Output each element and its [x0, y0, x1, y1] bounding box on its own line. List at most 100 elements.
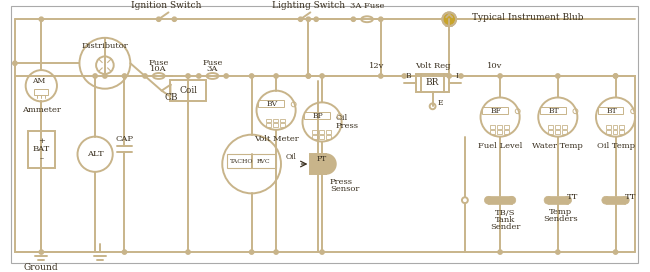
Text: Oil: Oil: [285, 153, 296, 161]
Circle shape: [122, 74, 127, 78]
Circle shape: [250, 74, 254, 78]
Text: +: +: [38, 137, 45, 144]
Bar: [612, 125, 618, 129]
Text: 12v: 12v: [369, 62, 385, 70]
Text: Fuel Level: Fuel Level: [478, 141, 523, 150]
Circle shape: [320, 250, 324, 254]
Circle shape: [508, 196, 515, 204]
Circle shape: [274, 250, 278, 254]
Circle shape: [556, 250, 560, 254]
Bar: [273, 123, 278, 127]
Bar: [319, 130, 324, 134]
Text: Senders: Senders: [543, 215, 578, 223]
Bar: [619, 130, 625, 134]
Bar: [416, 74, 449, 92]
Bar: [280, 119, 285, 122]
Circle shape: [459, 74, 463, 78]
Text: BT: BT: [549, 107, 559, 115]
Circle shape: [143, 74, 147, 78]
Text: Water Temp: Water Temp: [532, 141, 583, 150]
Circle shape: [122, 250, 127, 254]
Bar: [548, 130, 553, 134]
Text: Distributor: Distributor: [81, 42, 128, 50]
Circle shape: [186, 74, 190, 78]
Circle shape: [402, 74, 406, 78]
Circle shape: [498, 74, 502, 78]
Text: BR: BR: [426, 78, 439, 87]
Text: AM: AM: [32, 77, 45, 85]
Bar: [304, 112, 330, 119]
Circle shape: [484, 196, 492, 204]
Circle shape: [197, 74, 201, 78]
Circle shape: [447, 74, 451, 78]
Circle shape: [306, 74, 311, 78]
Bar: [606, 196, 625, 204]
Bar: [312, 135, 317, 138]
Text: Sender: Sender: [490, 222, 520, 231]
Bar: [606, 125, 610, 129]
Text: TACHO: TACHO: [230, 159, 254, 163]
Text: PT: PT: [317, 155, 327, 163]
Bar: [548, 125, 553, 129]
Circle shape: [13, 61, 17, 65]
Circle shape: [39, 17, 44, 21]
Text: CB: CB: [164, 93, 178, 102]
Bar: [266, 119, 271, 122]
Text: BP: BP: [313, 112, 324, 120]
Circle shape: [93, 74, 98, 78]
Circle shape: [314, 17, 318, 21]
Circle shape: [316, 154, 336, 174]
Bar: [326, 130, 331, 134]
Bar: [619, 125, 625, 129]
Bar: [548, 196, 567, 204]
Text: –: –: [39, 154, 44, 162]
Text: TB/S: TB/S: [495, 209, 515, 217]
Text: Fuse: Fuse: [202, 59, 223, 67]
Circle shape: [564, 196, 571, 204]
Text: TT: TT: [625, 193, 636, 201]
Text: Fuse: Fuse: [148, 59, 169, 67]
Bar: [562, 125, 567, 129]
Text: Press: Press: [336, 122, 359, 130]
Bar: [326, 135, 331, 138]
Circle shape: [298, 17, 303, 21]
Text: BF: BF: [491, 107, 502, 115]
Text: Lighting Switch: Lighting Switch: [272, 1, 345, 10]
Text: Oil: Oil: [336, 114, 348, 122]
Text: Press: Press: [330, 178, 353, 186]
Circle shape: [556, 74, 560, 78]
Bar: [555, 125, 560, 129]
Bar: [259, 100, 284, 107]
Bar: [170, 80, 205, 101]
Circle shape: [614, 74, 618, 78]
Bar: [497, 130, 502, 134]
Bar: [312, 130, 317, 134]
Circle shape: [306, 17, 311, 21]
Text: Tank: Tank: [495, 216, 515, 224]
Text: Volt Reg: Volt Reg: [415, 62, 450, 70]
Circle shape: [250, 250, 254, 254]
Text: 3A: 3A: [207, 65, 218, 73]
Text: ALT: ALT: [87, 150, 103, 158]
Text: 3A Fuse: 3A Fuse: [350, 2, 384, 10]
Circle shape: [544, 196, 552, 204]
Circle shape: [186, 250, 190, 254]
Bar: [27, 131, 55, 168]
Text: Volt Meter: Volt Meter: [254, 135, 298, 143]
Circle shape: [443, 13, 456, 26]
Text: TT: TT: [567, 193, 578, 201]
Bar: [612, 130, 618, 134]
Bar: [497, 125, 502, 129]
Circle shape: [621, 196, 629, 204]
Bar: [34, 89, 48, 95]
Text: BT: BT: [606, 107, 617, 115]
Text: Oil Temp: Oil Temp: [597, 141, 634, 150]
Text: BAT: BAT: [32, 145, 50, 153]
Bar: [482, 107, 508, 114]
Bar: [490, 125, 495, 129]
Text: Coil: Coil: [179, 86, 197, 95]
Circle shape: [378, 17, 383, 21]
Text: Sensor: Sensor: [330, 186, 359, 193]
Text: I: I: [456, 72, 458, 80]
Circle shape: [224, 74, 228, 78]
